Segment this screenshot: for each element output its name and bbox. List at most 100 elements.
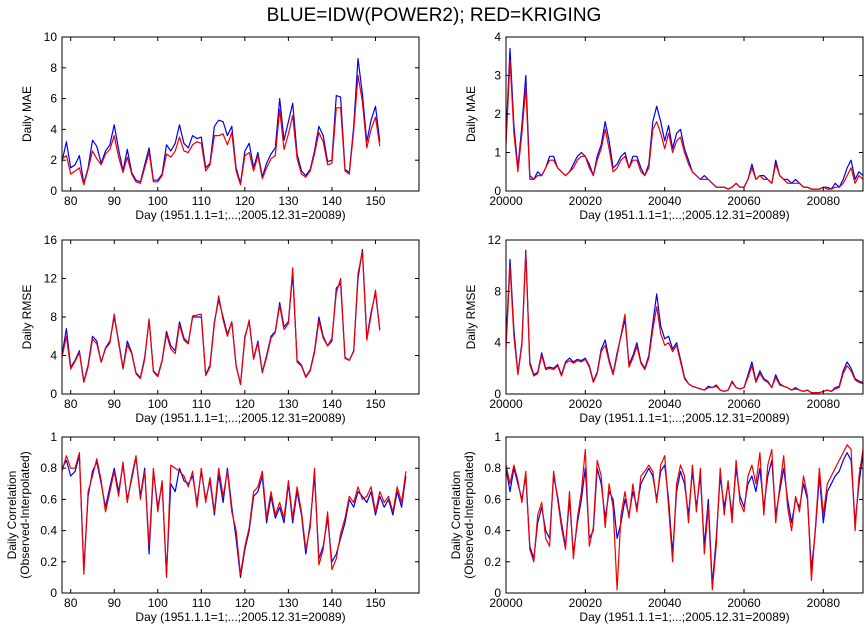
y-tick-label: 1	[494, 430, 501, 444]
x-tick-label: 110	[192, 397, 211, 411]
y-tick-label: 4	[494, 30, 501, 44]
kriging-series-line	[61, 74, 381, 186]
y-tick-label: 0.2	[484, 555, 501, 569]
x-tick-label: 150	[365, 194, 385, 208]
x-tick-label: 90	[108, 397, 122, 411]
x-tick-label: 80	[64, 596, 78, 610]
y-tick-label: 4	[50, 349, 57, 363]
x-tick-label: 20080	[807, 194, 841, 208]
x-tick-label: 20040	[648, 194, 682, 208]
x-tick-label: 140	[322, 194, 342, 208]
x-tick-label: 20060	[727, 596, 761, 610]
y-tick-label: 8	[50, 61, 57, 75]
x-tick-label: 150	[365, 596, 385, 610]
x-tick-label: 110	[192, 194, 211, 208]
y-tick-label: 0	[50, 387, 57, 401]
y-tick-label: 0.8	[484, 461, 501, 475]
x-tick-label: 80	[64, 194, 78, 208]
y-tick-label: 16	[44, 233, 58, 247]
x-tick-label: 100	[148, 194, 168, 208]
x-tick-label: 20020	[569, 194, 603, 208]
y-tick-label: 3	[494, 69, 501, 83]
x-axis-label: Day (1951.1.1=1;...;2005.12.31=20089)	[135, 411, 345, 425]
x-tick-label: 20040	[648, 596, 682, 610]
y-tick-label: 0	[50, 586, 57, 600]
chart-rmse-left: 0 4 8 12 16 80 90 100 110 120 130 140 150 Day (1951.1…	[20, 233, 420, 425]
y-tick-label: 0	[494, 586, 501, 600]
x-tick-label: 120	[235, 596, 255, 610]
x-tick-label: 90	[108, 194, 122, 208]
y-tick-label: 6	[50, 92, 57, 106]
idw-series-line	[505, 47, 864, 190]
x-axis-label: Day (1951.1.1=1;...;2005.12.31=20089)	[579, 208, 789, 222]
x-tick-label: 20060	[727, 397, 761, 411]
y-tick-label: 0.4	[484, 524, 501, 538]
x-tick-label: 100	[148, 596, 168, 610]
x-axis-label: Day (1951.1.1=1;...;2005.12.31=20089)	[579, 411, 789, 425]
x-tick-label: 20020	[569, 397, 603, 411]
figure-title: BLUE=IDW(POWER2); RED=KRIGING	[267, 5, 602, 26]
kriging-series-line	[61, 452, 407, 579]
y-tick-label: 0.2	[40, 555, 57, 569]
y-tick-label: 10	[44, 30, 58, 44]
idw-series-line	[61, 57, 381, 184]
y-tick-label: 8	[494, 284, 501, 298]
chart-mae-left: 0 2 4 6 8 10 80 90 100 110 120 130 140 150 Day (1951.1…	[20, 30, 420, 222]
x-tick-label: 20020	[569, 596, 603, 610]
y-tick-label: 0.8	[40, 461, 57, 475]
kriging-series-line	[61, 250, 381, 385]
x-tick-label: 110	[192, 596, 211, 610]
y-tick-label: 1	[494, 146, 501, 160]
y-tick-label: 0	[494, 387, 501, 401]
y-tick-label: 2	[50, 153, 57, 167]
y-tick-label: 0.6	[484, 492, 501, 506]
x-tick-label: 130	[278, 397, 298, 411]
y-tick-label: 2	[494, 107, 501, 121]
y-axis-label: Daily MAE	[464, 86, 478, 142]
y-tick-label: 0	[50, 184, 57, 198]
x-tick-label: 100	[148, 397, 168, 411]
x-tick-label: 130	[278, 194, 298, 208]
y-tick-label: 0.4	[40, 524, 57, 538]
y-axis-label: Daily RMSE	[464, 285, 478, 350]
y-axis-label: Daily RMSE	[20, 285, 34, 350]
plot-frame	[61, 36, 420, 192]
x-tick-label: 20000	[489, 397, 523, 411]
plot-frame	[505, 36, 864, 192]
kriging-series-line	[505, 59, 864, 190]
y-tick-label: 12	[488, 233, 502, 247]
chart-rmse-right: 0 4 8 12 20000 20020 20040 20060 20080 Day (1951.…	[464, 233, 864, 425]
x-tick-label: 20080	[807, 596, 841, 610]
plot-frame	[505, 436, 864, 594]
x-tick-label: 90	[108, 596, 122, 610]
y-tick-label: 8	[50, 310, 57, 324]
x-tick-label: 20000	[489, 596, 523, 610]
plot-frame	[61, 436, 420, 594]
x-tick-label: 20080	[807, 397, 841, 411]
y-axis-label: Daily MAE	[20, 86, 34, 142]
y-tick-label: 4	[494, 336, 501, 350]
y-tick-label: 4	[50, 122, 57, 136]
x-tick-label: 20040	[648, 397, 682, 411]
idw-series-line	[505, 452, 864, 586]
x-tick-label: 120	[235, 194, 255, 208]
x-axis-label: Day (1951.1.1=1;...;2005.12.31=20089)	[135, 610, 345, 624]
y-tick-label: 12	[44, 272, 58, 286]
y-tick-label: 0.6	[40, 492, 57, 506]
y-axis-label: Daily Correlation	[5, 471, 19, 560]
y-axis-label: (Observed-Interpolated)	[18, 451, 32, 578]
y-tick-label: 0	[494, 184, 501, 198]
plot-frame	[505, 239, 864, 395]
x-tick-label: 120	[235, 397, 255, 411]
chart-corr-right: 0 0.2 0.4 0.6 0.8 1 20000 20020 20040 20060 20080 D…	[449, 430, 864, 624]
x-tick-label: 140	[322, 397, 342, 411]
y-axis-label: Daily Correlation	[449, 471, 463, 560]
idw-series-line	[61, 249, 381, 385]
x-tick-label: 150	[365, 397, 385, 411]
x-axis-label: Day (1951.1.1=1;...;2005.12.31=20089)	[579, 610, 789, 624]
y-tick-label: 1	[50, 430, 57, 444]
chart-corr-left: 0 0.2 0.4 0.6 0.8 1 80 90 100 110 120 130 140 150 Day …	[5, 430, 420, 624]
kriging-series-line	[505, 444, 864, 591]
